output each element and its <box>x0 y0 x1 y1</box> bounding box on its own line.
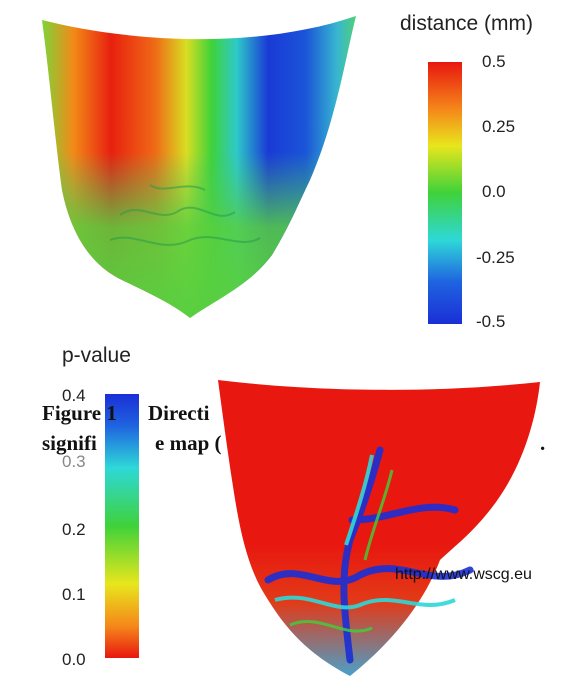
pvalue-tick-obscured: 0.3 <box>62 452 86 471</box>
figure-caption-line1: Figure 1 <box>42 398 117 428</box>
figure-caption-line2a: signifi <box>42 431 97 455</box>
watermark-url: http://www.wscg.eu <box>395 566 532 583</box>
pvalue-colorbar-bar <box>105 394 139 658</box>
pvalue-tick: 0.1 <box>62 585 86 604</box>
figure-caption-period: . <box>540 431 546 455</box>
distance-colorbar-title: distance (mm) <box>400 12 534 35</box>
pvalue-map-shape <box>218 380 540 676</box>
pvalue-tick: 0.2 <box>62 520 86 539</box>
distance-tick: 0.5 <box>482 52 506 71</box>
pvalue-colorbar-title: p-value <box>62 344 131 367</box>
distance-colorbar-bar <box>428 62 462 324</box>
pvalue-tick: 0.4 <box>62 386 86 405</box>
distance-tick: 0.25 <box>482 117 516 136</box>
distance-tick: -0.25 <box>476 248 515 267</box>
pvalue-tick: 0.0 <box>62 650 86 669</box>
caption-figure-label: Figure 1 <box>42 401 117 425</box>
figure-caption-line1b: Directi <box>148 401 210 425</box>
figure-caption-line2b: e map ( <box>155 431 222 455</box>
distance-tick: 0.0 <box>482 182 506 201</box>
distance-tick: -0.5 <box>476 312 506 331</box>
distance-map-shape <box>42 16 356 318</box>
